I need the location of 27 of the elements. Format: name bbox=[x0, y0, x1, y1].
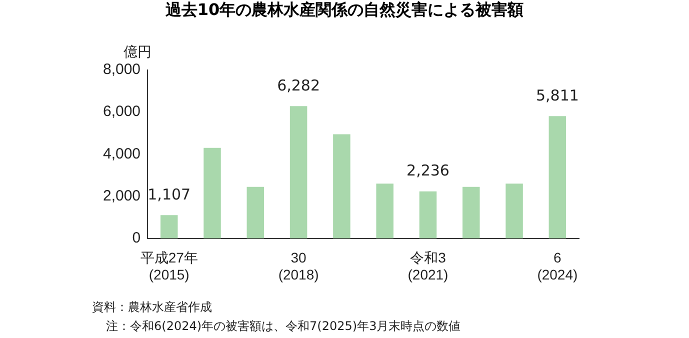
x-tick-label: 6 (2024) bbox=[537, 250, 578, 282]
y-tick-label: 4,000 bbox=[102, 145, 141, 162]
bar bbox=[333, 134, 350, 238]
y-tick-label: 0 bbox=[132, 230, 141, 247]
y-axis-title: 億円 bbox=[124, 44, 152, 61]
text: 資料：農林水産省作成 bbox=[92, 299, 213, 316]
y-tick-label: 6,000 bbox=[102, 103, 141, 120]
x-tick-label: 平成27年 (2015) bbox=[140, 250, 198, 282]
data-label: 1,107 bbox=[148, 185, 191, 204]
x-tick-label: 令和3 (2021) bbox=[408, 250, 448, 282]
bar bbox=[290, 106, 308, 238]
bar bbox=[506, 184, 523, 238]
y-tick-label: 8,000 bbox=[102, 61, 141, 78]
y-tick-label: 2,000 bbox=[102, 187, 141, 204]
bar bbox=[548, 116, 566, 238]
bar bbox=[160, 215, 178, 238]
bar bbox=[246, 186, 264, 238]
data-label: 5,811 bbox=[536, 86, 579, 104]
data-label: 2,236 bbox=[406, 162, 450, 180]
data-label: 6,282 bbox=[277, 76, 320, 95]
bar bbox=[204, 148, 221, 238]
text: 注：令和6(2024)年の被害額は、令和7(2025)年3月末時点の数値 bbox=[105, 318, 461, 335]
bar bbox=[419, 191, 437, 238]
chart-title: 過去10年の農林水産関係の自然災害による被害額 bbox=[164, 0, 525, 21]
bar bbox=[376, 184, 394, 238]
x-tick-label: 30 (2018) bbox=[278, 250, 319, 282]
bar bbox=[462, 186, 480, 238]
